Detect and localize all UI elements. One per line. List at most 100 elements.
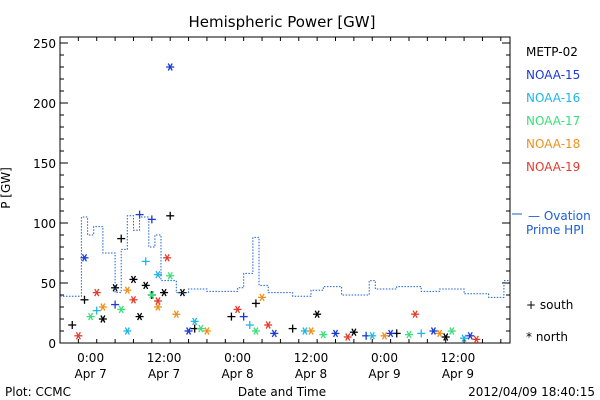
data-point (117, 305, 126, 314)
data-point (172, 310, 181, 319)
plot-area (60, 63, 510, 344)
data-point (380, 331, 389, 340)
x-tick-time-label: 12:00 (441, 351, 476, 365)
x-tick-date-label: Apr 7 (75, 367, 107, 381)
y-tick-label: 50 (41, 277, 56, 291)
legend-entry: NOAA-18 (526, 137, 580, 151)
data-point (227, 312, 236, 321)
data-point (441, 333, 450, 341)
legend-hpi-label: — Ovation Prime HPI (526, 209, 591, 237)
plot-frame (59, 36, 511, 344)
ovation-hpi-line (60, 215, 510, 298)
data-point (368, 331, 377, 340)
data-point (447, 327, 456, 335)
legend-entry: NOAA-15 (526, 68, 580, 82)
data-point (245, 321, 254, 329)
y-tick-label: 200 (33, 97, 56, 111)
data-point (411, 310, 420, 319)
y-tick-label: 250 (33, 37, 56, 51)
x-tick-date-label: Apr 8 (221, 367, 253, 381)
data-point (258, 293, 267, 302)
data-point (111, 283, 120, 292)
data-point (166, 63, 175, 71)
data-point (141, 257, 150, 266)
x-tick-time-label: 0:00 (371, 351, 398, 365)
data-point (153, 270, 162, 279)
legend: METP-02 NOAA-15 NOAA-16 NOAA-17 NOAA-18 NOAA-… (512, 45, 591, 344)
data-point (92, 288, 101, 297)
x-axis-label: Date and Time (238, 385, 326, 399)
y-tick-label: 100 (33, 217, 56, 231)
data-point (68, 321, 77, 329)
data-point (184, 327, 193, 335)
x-tick-date-label: Apr 9 (368, 367, 400, 381)
data-point (270, 329, 279, 338)
data-point (74, 331, 83, 340)
data-point (98, 303, 107, 311)
data-point (153, 303, 162, 311)
data-point (435, 329, 444, 338)
y-tick-label: 0 (48, 337, 56, 351)
legend-entry: NOAA-19 (526, 160, 580, 174)
x-tick-date-label: Apr 9 (442, 367, 474, 381)
data-point (466, 331, 475, 340)
data-point (163, 253, 172, 262)
data-point (313, 310, 322, 319)
data-point (123, 327, 132, 335)
data-point (349, 328, 358, 337)
data-point (80, 295, 89, 304)
data-point (196, 324, 205, 333)
x-tick-time-label: 0:00 (224, 351, 251, 365)
x-tick-date-label: Apr 7 (148, 367, 180, 381)
x-tick-time-label: 0:00 (77, 351, 104, 365)
axes: 0 50 100 150 200 250 0:00 Apr 7 12:00 Apr 7 0:00 Ap… (33, 36, 511, 381)
data-point (123, 286, 132, 295)
data-point (129, 275, 138, 284)
data-point (319, 330, 328, 339)
data-point (166, 211, 175, 220)
data-point (135, 312, 144, 321)
data-point (147, 291, 156, 299)
data-point (429, 327, 438, 335)
footer-timestamp: 2012/04/09 18:40:15 (468, 385, 595, 399)
data-point (251, 299, 260, 308)
data-point (386, 329, 395, 338)
data-point (404, 330, 413, 339)
legend-entry: NOAA-17 (526, 114, 580, 128)
footer-plot-credit: Plot: CCMC (5, 385, 71, 399)
y-tick-label: 150 (33, 157, 56, 171)
data-point (331, 329, 340, 338)
data-point (239, 312, 248, 321)
data-point (129, 295, 138, 304)
x-tick-date-label: Apr 8 (295, 367, 327, 381)
chart-title: Hemispheric Power [GW] (189, 13, 376, 31)
data-point (98, 315, 107, 323)
data-point (264, 321, 273, 329)
data-point (92, 306, 101, 315)
data-point (80, 253, 89, 262)
y-axis-label: P [GW] (0, 167, 13, 209)
data-point (117, 234, 126, 243)
data-point (233, 305, 242, 314)
data-point (251, 327, 260, 335)
data-point (111, 300, 120, 309)
data-point (343, 333, 352, 341)
legend-entry: METP-02 (526, 45, 578, 59)
x-tick-time-label: 12:00 (294, 351, 329, 365)
data-point (417, 329, 426, 338)
legend-entry: NOAA-16 (526, 91, 580, 105)
data-point (141, 281, 150, 290)
data-point (160, 288, 169, 297)
data-point (190, 317, 199, 326)
data-point (288, 324, 297, 333)
data-point (153, 297, 162, 305)
x-tick-time-label: 12:00 (147, 351, 182, 365)
data-point (166, 271, 175, 280)
data-point (472, 335, 481, 344)
data-point (202, 327, 211, 335)
data-point (86, 312, 95, 321)
data-point (460, 334, 469, 343)
data-point (307, 327, 316, 335)
marker-legend-entry: + south (526, 298, 573, 312)
